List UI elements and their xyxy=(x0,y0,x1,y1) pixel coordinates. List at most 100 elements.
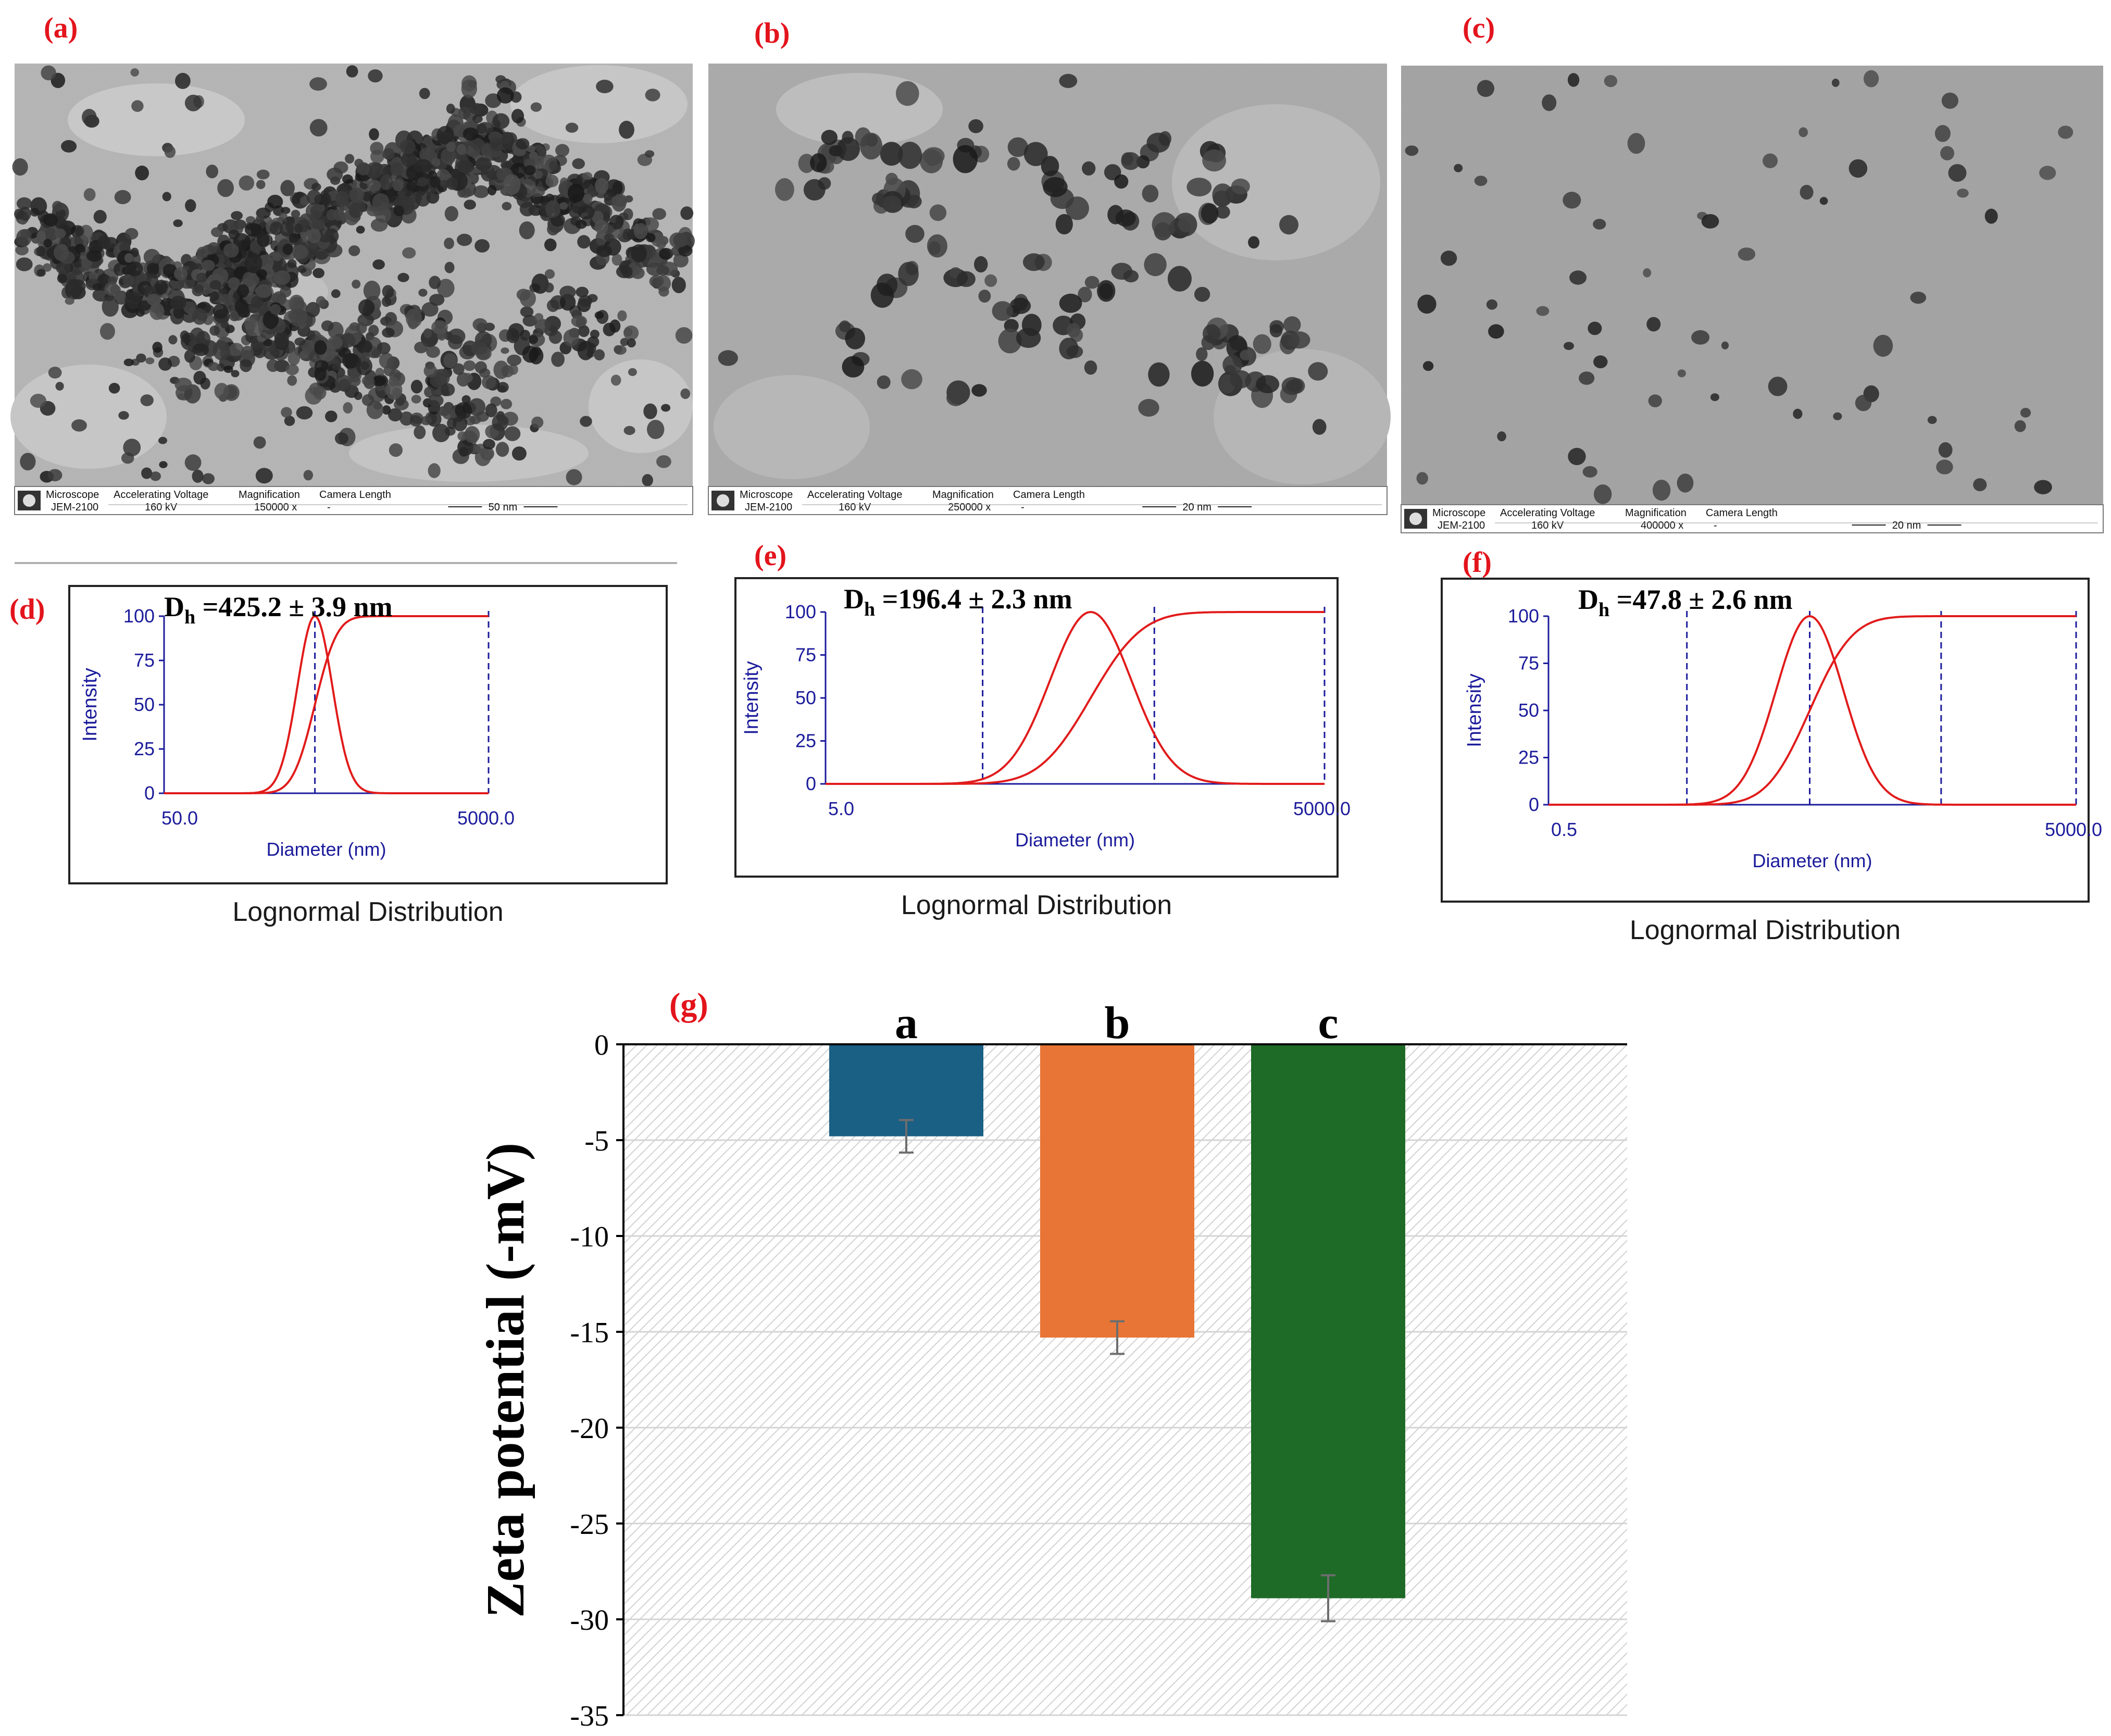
nanoparticle xyxy=(1798,127,1808,138)
nanoparticle xyxy=(492,414,508,431)
nanoparticle xyxy=(16,257,33,271)
nanoparticle xyxy=(348,245,360,256)
logo-lens xyxy=(717,494,729,507)
nanoparticle xyxy=(617,310,627,321)
nanoparticle xyxy=(192,469,204,483)
nanoparticle xyxy=(572,158,585,169)
nanoparticles-c xyxy=(1405,70,2073,504)
nanoparticle xyxy=(459,446,469,457)
info-bar-background xyxy=(1401,504,2104,533)
nanoparticle xyxy=(71,419,87,432)
info-bar-background xyxy=(708,486,1388,515)
panel-label-b: (b) xyxy=(754,17,790,49)
nanoparticle xyxy=(485,403,497,418)
nanoparticle xyxy=(242,271,256,287)
nanoparticle xyxy=(104,282,119,296)
nanoparticle xyxy=(266,359,280,372)
nanoparticle xyxy=(75,226,84,236)
nanoparticle xyxy=(213,303,228,319)
nanoparticle xyxy=(1488,324,1504,339)
nanoparticle xyxy=(673,233,689,248)
nanoparticle xyxy=(1536,306,1550,316)
nanoparticle xyxy=(628,368,637,377)
nanoparticle xyxy=(432,423,450,443)
y-tick-label: 100 xyxy=(123,605,155,627)
nanoparticle xyxy=(489,137,504,152)
nanoparticle xyxy=(145,357,155,365)
nanoparticle xyxy=(184,349,195,363)
nanoparticle xyxy=(1253,334,1271,354)
nanoparticle xyxy=(184,454,202,471)
nanoparticle xyxy=(414,341,428,354)
nanoparticle xyxy=(380,174,393,191)
nanoparticle xyxy=(998,328,1022,354)
zeta-y-tick-label: -30 xyxy=(570,1604,609,1637)
nanoparticle xyxy=(209,280,221,290)
nanoparticle xyxy=(1710,393,1719,402)
nanoparticle xyxy=(929,204,947,221)
nanoparticle xyxy=(482,375,496,390)
nanoparticle xyxy=(228,277,240,290)
nanoparticle xyxy=(54,244,69,261)
nanoparticle xyxy=(365,162,383,179)
nanoparticle xyxy=(141,467,153,479)
dls-caption: Lognormal Distribution xyxy=(901,890,1172,920)
dls-frame xyxy=(734,577,1339,878)
nanoparticle xyxy=(168,335,178,345)
nanoparticle xyxy=(381,296,392,307)
nanoparticle xyxy=(798,154,815,173)
nanoparticle xyxy=(992,301,1014,321)
nanoparticle xyxy=(237,304,249,318)
nanoparticle xyxy=(229,343,244,356)
info-header: Magnification xyxy=(1625,507,1687,519)
y-axis-label: Intensity xyxy=(741,661,763,735)
zeta-potential-chart: a b c 0 -5 -10 -15 -20 -25 -30 -35 Zeta potential… xyxy=(476,998,1627,1732)
nanoparticle xyxy=(420,416,432,426)
nanoparticle xyxy=(69,279,86,293)
nanoparticle xyxy=(311,183,321,191)
nanoparticle xyxy=(170,295,186,310)
nanoparticle xyxy=(1848,159,1868,178)
nanoparticle xyxy=(1308,362,1328,381)
y-tick-label: 50 xyxy=(795,687,816,708)
nanoparticle xyxy=(534,156,544,167)
nanoparticle xyxy=(953,145,978,173)
tem-support-film-hole xyxy=(10,365,167,469)
nanoparticle xyxy=(47,469,63,482)
zeta-category-label-a: a xyxy=(895,998,918,1048)
nanoparticle xyxy=(309,77,327,91)
nanoparticle xyxy=(210,291,219,301)
nanoparticle xyxy=(388,408,403,422)
nanoparticle xyxy=(678,245,693,257)
dls-caption: Lognormal Distribution xyxy=(1630,915,1901,945)
nanoparticle xyxy=(469,103,483,115)
nanoparticle xyxy=(182,333,191,344)
scale-bar-label: 20 nm xyxy=(1182,502,1211,513)
nanoparticle xyxy=(544,269,555,279)
nanoparticle xyxy=(270,221,283,235)
nanoparticle xyxy=(289,294,305,313)
nanoparticle xyxy=(1078,286,1092,303)
info-header: Camera Length xyxy=(319,489,391,501)
zeta-error-bar-b xyxy=(1110,1320,1125,1355)
nanoparticle xyxy=(208,362,219,371)
nanoparticle xyxy=(173,219,183,227)
nanoparticle xyxy=(898,142,922,169)
nanoparticle xyxy=(399,139,416,154)
nanoparticle xyxy=(269,304,281,315)
nanoparticle xyxy=(202,473,215,484)
nanoparticle xyxy=(880,142,903,166)
nanoparticle xyxy=(240,358,252,372)
y-axis-label: Intensity xyxy=(1464,673,1485,747)
nanoparticle xyxy=(872,192,885,205)
nanoparticle xyxy=(1059,293,1082,313)
nanoparticle xyxy=(842,131,854,144)
nanoparticle xyxy=(1701,214,1719,229)
info-header: Accelerating Voltage xyxy=(114,489,208,501)
nanoparticle xyxy=(245,320,263,336)
nanoparticle xyxy=(272,257,287,275)
info-header: Magnification xyxy=(239,489,300,501)
nanoparticle xyxy=(463,373,473,383)
nanoparticle xyxy=(978,290,991,303)
nanoparticle xyxy=(86,249,102,262)
